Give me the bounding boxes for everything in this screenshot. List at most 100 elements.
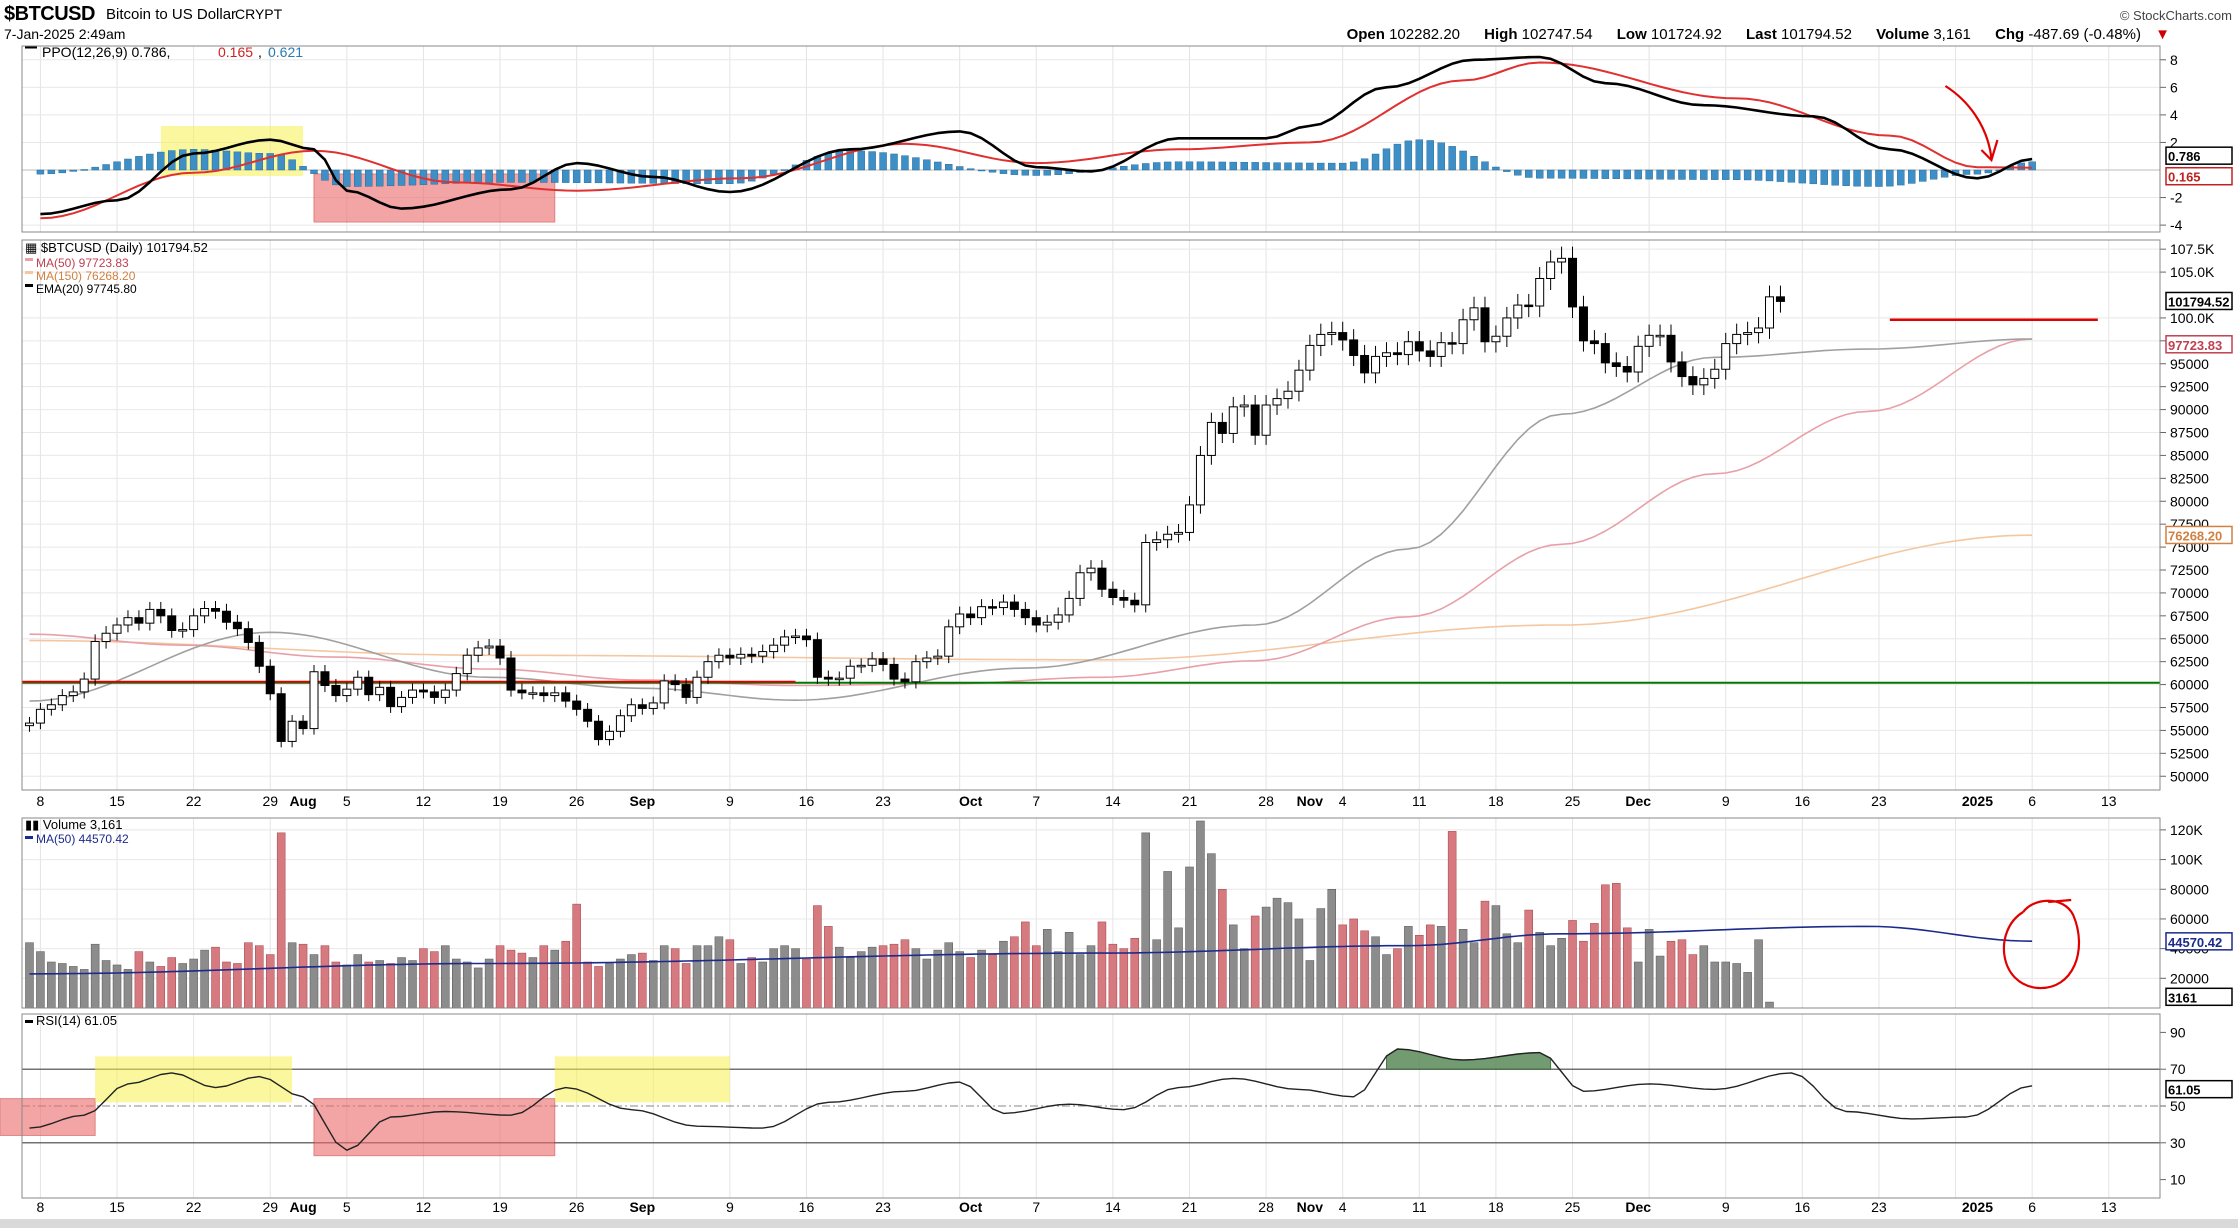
candle-body xyxy=(1206,421,1216,456)
price-candle xyxy=(112,617,122,641)
volume-legend-text: ▮▮ Volume 3,161 xyxy=(25,817,122,832)
candle-body xyxy=(386,686,396,708)
ppo-histogram-bar xyxy=(627,169,636,184)
candle-body xyxy=(1688,376,1698,386)
ppo-histogram-bar xyxy=(1776,169,1785,182)
ppo-histogram-bar xyxy=(233,151,242,171)
ma50-value-label-box xyxy=(2165,335,2233,354)
ppo-histogram-bar xyxy=(1240,162,1248,171)
price-candle xyxy=(1206,412,1216,465)
x-axis-label-top: 9 xyxy=(1722,793,1730,809)
candle-body xyxy=(178,629,188,632)
candle-body xyxy=(156,608,166,617)
candle-body xyxy=(1053,614,1063,623)
candle-body xyxy=(1305,344,1315,371)
ppo-histogram-bar xyxy=(999,169,1008,174)
candle-body xyxy=(1458,319,1468,345)
ma50-legend-text: MA(50) 97723.83 xyxy=(36,256,129,270)
candle-body xyxy=(528,692,538,695)
volume-bar xyxy=(649,960,658,1009)
price-candle xyxy=(221,603,231,630)
candle-body xyxy=(397,696,407,708)
x-axis-label-bottom: Sep xyxy=(629,1199,655,1215)
candle-body xyxy=(1732,333,1742,345)
x-axis-label-top: Aug xyxy=(289,793,316,809)
candle-body xyxy=(670,680,680,686)
ppo-histogram-bar xyxy=(1525,169,1533,178)
volume-bar xyxy=(1075,954,1085,1009)
volume-bar xyxy=(845,957,855,1009)
volume-bar xyxy=(462,961,472,1009)
volume-bar xyxy=(1557,937,1566,1009)
candle-body xyxy=(856,664,866,668)
price-candle xyxy=(933,649,943,665)
ppo-histogram-bar xyxy=(386,169,395,187)
price-candle xyxy=(309,664,319,735)
candle-body xyxy=(1699,377,1709,386)
ppo-histogram-bar xyxy=(1382,148,1391,171)
price-candle xyxy=(265,659,275,701)
ppo-histogram-bar xyxy=(1470,156,1478,171)
price-candle xyxy=(232,614,242,636)
volume-value: 3,161 xyxy=(1933,26,1971,43)
price-candle xyxy=(758,644,768,664)
ppo-histogram-bar xyxy=(354,169,362,187)
price-candle xyxy=(1677,351,1687,387)
volume-bar xyxy=(714,936,724,1009)
price-candle xyxy=(977,599,987,626)
price-candle xyxy=(375,680,385,702)
x-axis-label-bottom: 2025 xyxy=(1962,1199,1993,1215)
volume-bar xyxy=(1513,942,1523,1009)
x-axis-label-bottom: 16 xyxy=(1795,1199,1811,1215)
x-axis-label-top: 6 xyxy=(2028,793,2036,809)
x-axis-label-bottom: Aug xyxy=(289,1199,316,1215)
candle-body xyxy=(1480,307,1490,343)
volume-bar xyxy=(1130,937,1140,1009)
ppo-legend-comma: , xyxy=(258,44,262,60)
price-candle xyxy=(626,698,636,722)
volume-bar xyxy=(320,945,330,1009)
candle-body xyxy=(418,689,428,693)
volume-bar xyxy=(780,945,789,1009)
price-candle xyxy=(1261,395,1271,445)
price-candle xyxy=(276,687,286,748)
candle-body xyxy=(1469,307,1479,321)
candle-body xyxy=(353,676,363,690)
price-candle xyxy=(1141,534,1151,613)
candle-body xyxy=(1403,341,1413,356)
volume-bar xyxy=(1218,889,1227,1009)
ma50-value-label: 97723.83 xyxy=(2165,335,2233,354)
price-candle xyxy=(364,670,374,702)
candle-body xyxy=(1327,332,1337,335)
volume-bar xyxy=(1743,972,1752,1009)
price-candle xyxy=(79,672,89,699)
price-candle xyxy=(703,654,713,684)
chg-value: -487.69 (-0.48%) xyxy=(2028,26,2141,43)
price-candle xyxy=(955,606,965,635)
ppo-histogram-bar xyxy=(1612,169,1620,179)
price-candle xyxy=(57,689,67,712)
ppo-histogram-bar xyxy=(157,151,165,171)
price-candle xyxy=(1633,335,1643,383)
price-y-tick-label: 50000 xyxy=(2170,768,2209,784)
candle-body xyxy=(1765,296,1775,329)
price-candle xyxy=(889,657,899,686)
volume-value-label-box xyxy=(2165,987,2233,1007)
price-y-tick-label: 90000 xyxy=(2170,402,2209,418)
price-candle xyxy=(145,601,155,631)
volume-ma-value-label-text: 44570.42 xyxy=(2168,935,2222,950)
volume-y-tick-label: 100K xyxy=(2170,852,2203,868)
price-candle xyxy=(418,683,428,699)
price-candle xyxy=(1349,329,1359,367)
volume-bar xyxy=(287,942,297,1009)
candle-body xyxy=(189,615,199,631)
volume-bar xyxy=(1458,929,1468,1009)
volume-bar xyxy=(36,951,45,1009)
rsi-yellow-highlight-2 xyxy=(554,1056,730,1103)
ppo-histogram-bar xyxy=(1284,162,1292,171)
ppo-histogram-bar xyxy=(321,169,329,181)
volume-bar xyxy=(977,949,986,1009)
candle-body xyxy=(101,632,111,642)
volume-bar xyxy=(1174,927,1183,1009)
ppo-histogram-bar xyxy=(1886,169,1894,187)
